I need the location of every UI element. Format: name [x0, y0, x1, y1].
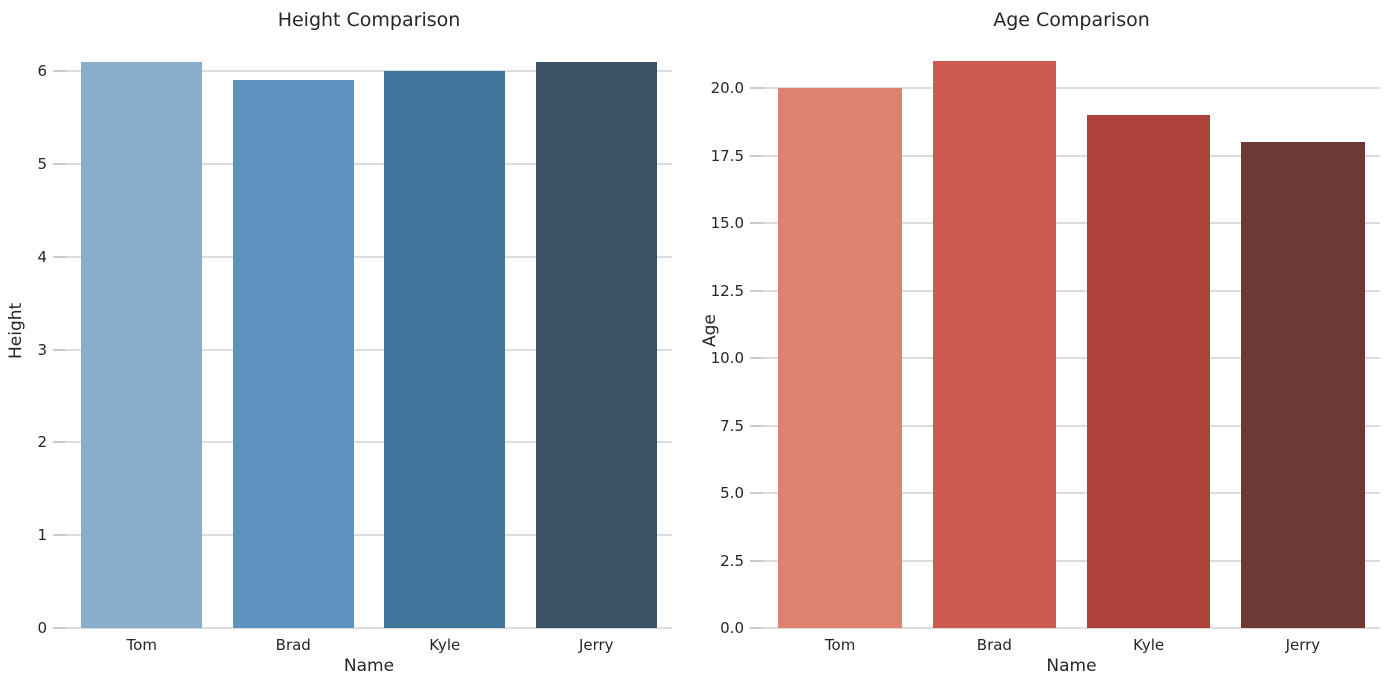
gridline [66, 348, 672, 351]
plot-area: 0 1 2 3 4 5 6 Tom Brad Kyle Jerry [37, 33, 672, 653]
bar-jerry [1241, 142, 1365, 628]
y-tick-label: 4 [37, 247, 47, 266]
gridline [66, 162, 672, 165]
gridline [66, 441, 672, 444]
y-tick-label: 6 [37, 62, 47, 81]
x-tick-label-jerry: Jerry [1285, 636, 1321, 654]
bar-kyle [384, 71, 506, 628]
x-tick-label-jerry: Jerry [578, 636, 614, 654]
y-tick-label: 2 [37, 433, 47, 452]
y-tick-label: 17.5 [710, 146, 744, 165]
gridline [763, 154, 1380, 157]
y-tick-mark [53, 534, 66, 537]
x-tick-label-brad: Brad [275, 636, 311, 654]
y-tick-label: 15.0 [710, 214, 744, 233]
gridline [763, 627, 1380, 629]
y-tick-mark [750, 154, 763, 157]
y-tick-mark [750, 424, 763, 427]
y-tick-mark [53, 70, 66, 73]
y-tick-mark [53, 348, 66, 351]
bar-tom [81, 61, 203, 628]
y-tick-mark [53, 255, 66, 258]
gridline [66, 255, 672, 258]
gridline [763, 289, 1380, 292]
y-tick-mark [750, 492, 763, 495]
y-tick-label: 20.0 [710, 79, 744, 98]
y-tick-mark [750, 627, 763, 629]
chart-title: Age Comparison [993, 9, 1150, 31]
bar-jerry [535, 61, 657, 628]
y-tick-mark [750, 357, 763, 360]
gridline [763, 424, 1380, 427]
y-tick-label: 1 [37, 526, 47, 545]
y-tick-label: 10.0 [710, 349, 744, 368]
plot-area: 0.0 2.5 5.0 7.5 10.0 12.5 15.0 17.5 20.0 Tom Brad K… [711, 33, 1380, 653]
x-axis-label: Name [1046, 656, 1097, 676]
gridline [66, 627, 672, 629]
bar-tom [778, 88, 902, 628]
y-tick-label: 0.0 [720, 619, 744, 637]
x-tick-label-kyle: Kyle [429, 636, 461, 654]
y-axis-label: Age [700, 314, 720, 347]
y-tick-label: 2.5 [720, 551, 744, 570]
y-tick-label: 7.5 [720, 416, 744, 435]
y-tick-mark [750, 559, 763, 562]
chart-title: Height Comparison [277, 9, 461, 31]
height-comparison-chart: Height Comparison Height 0 1 2 3 4 5 6 Tom Brad K… [0, 0, 694, 690]
y-tick-mark [53, 162, 66, 165]
y-tick-mark [750, 289, 763, 292]
x-tick-label-tom: Tom [126, 636, 157, 654]
y-tick-mark [750, 222, 763, 225]
x-axis-label: Name [343, 656, 395, 676]
age-comparison-chart: Age Comparison Age 0.0 2.5 5.0 7.5 10.0 12.5 1… [694, 0, 1389, 690]
y-tick-label: 5 [37, 154, 47, 173]
bar-brad [232, 80, 354, 628]
x-tick-label-brad: Brad [976, 636, 1012, 654]
y-tick-mark [750, 87, 763, 90]
y-tick-mark [53, 627, 66, 629]
y-tick-label: 3 [37, 340, 47, 359]
gridline [763, 492, 1380, 495]
gridline [66, 70, 672, 73]
gridline [763, 222, 1380, 225]
y-tick-label: 12.5 [710, 281, 744, 300]
bar-brad [932, 61, 1057, 628]
gridline [763, 87, 1380, 90]
y-tick-label: 5.0 [720, 484, 744, 503]
gridline [763, 559, 1380, 562]
bar-kyle [1086, 115, 1211, 628]
y-tick-label: 0 [37, 619, 47, 637]
gridline [66, 534, 672, 537]
x-tick-label-kyle: Kyle [1133, 636, 1165, 654]
x-tick-label-tom: Tom [824, 636, 856, 654]
y-tick-mark [53, 441, 66, 444]
gridline [763, 357, 1380, 360]
